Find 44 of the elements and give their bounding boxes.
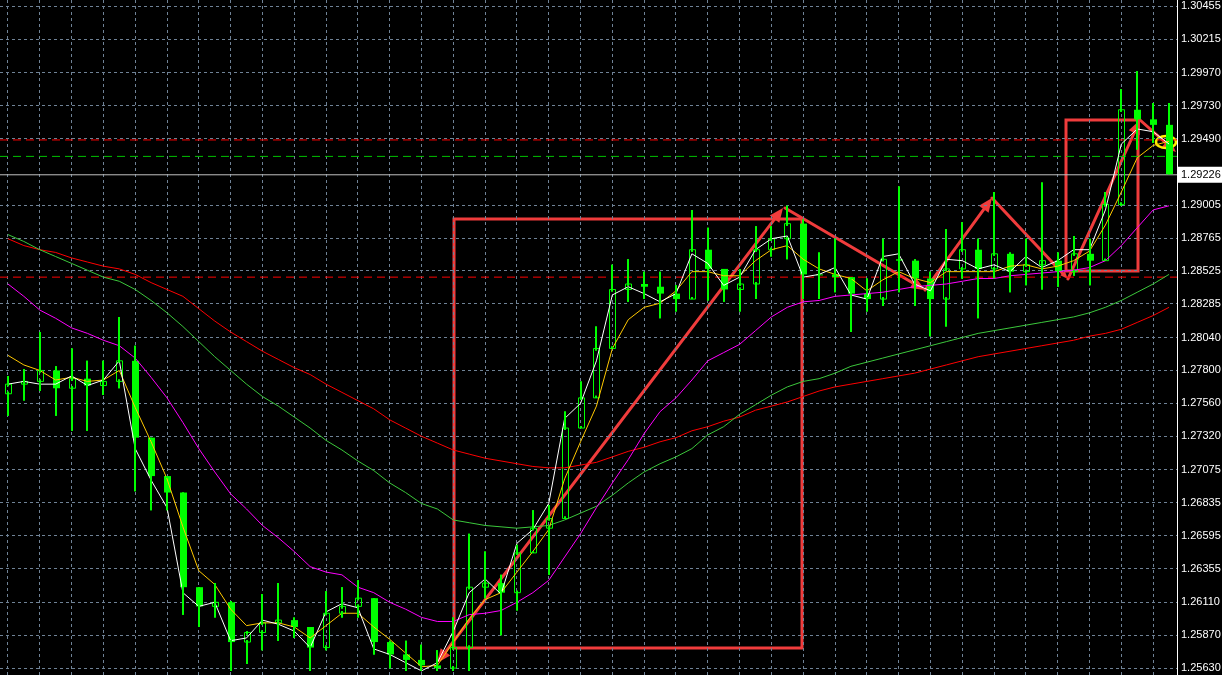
candlestick [530, 509, 537, 554]
candlestick [482, 550, 489, 600]
y-tick-label: 1.28765 [1181, 231, 1221, 244]
candlestick [371, 597, 378, 656]
candlestick [593, 325, 600, 399]
y-tick-label: 1.26835 [1181, 495, 1221, 508]
y-tick-label: 1.25630 [1181, 661, 1221, 674]
y-tick-label: 1.29970 [1181, 65, 1221, 78]
y-tick-label: 1.28285 [1181, 296, 1221, 309]
candlestick [609, 263, 616, 350]
y-tick-label: 1.26110 [1181, 595, 1220, 608]
candlestick [959, 221, 966, 280]
candlestick [514, 543, 521, 612]
ref-line-label: 1.29226 [1181, 167, 1221, 180]
y-tick-label: 1.26355 [1181, 561, 1221, 574]
candlestick [180, 491, 187, 616]
y-tick-label: 1.26595 [1181, 528, 1221, 541]
candlestick [339, 586, 346, 619]
candlestick [768, 225, 775, 258]
candlestick [450, 616, 457, 672]
candlestick [562, 410, 569, 520]
y-tick-label: 1.27075 [1181, 462, 1221, 475]
y-tick-label: 1.29490 [1181, 131, 1221, 144]
y-tick-label: 1.27560 [1181, 396, 1221, 409]
y-tick-label: 1.25870 [1181, 628, 1221, 641]
candlestick [1023, 237, 1030, 287]
candlestick [784, 204, 791, 261]
candlestick [69, 347, 76, 432]
y-tick-label: 1.29730 [1181, 98, 1221, 111]
y-tick-label: 1.28040 [1181, 330, 1221, 343]
y-tick-label: 1.28525 [1181, 263, 1221, 276]
candlestick [1118, 88, 1125, 207]
candlestick [355, 579, 362, 619]
candlestick [578, 380, 585, 430]
y-tick-label: 1.30215 [1181, 32, 1221, 45]
candlestick [625, 258, 632, 303]
candlestick [132, 344, 139, 493]
y-tick-label: 1.30455 [1181, 0, 1221, 12]
candlestick [212, 582, 219, 619]
y-tick-label: 1.29005 [1181, 198, 1221, 211]
candlestick [1039, 181, 1046, 291]
candlestick [323, 590, 330, 652]
y-tick-label: 1.27320 [1181, 429, 1221, 442]
y-tick-label: 1.27800 [1181, 363, 1221, 376]
